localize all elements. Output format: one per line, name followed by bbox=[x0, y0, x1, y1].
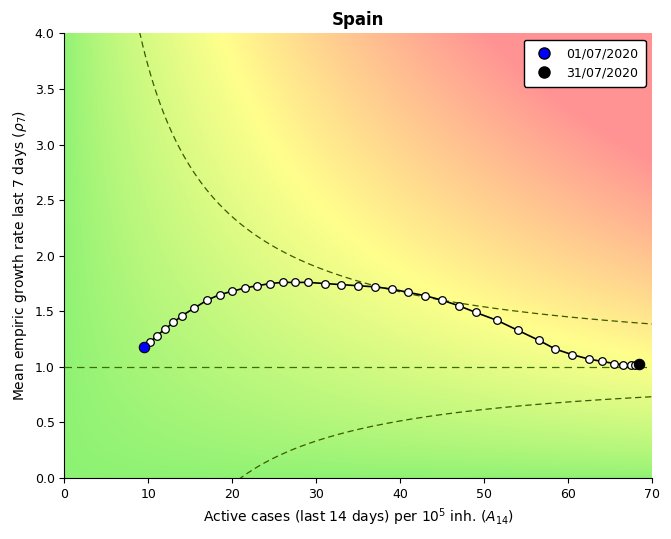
Legend: 01/07/2020, 31/07/2020: 01/07/2020, 31/07/2020 bbox=[523, 40, 646, 87]
Title: Spain: Spain bbox=[332, 11, 384, 29]
Y-axis label: Mean empiric growth rate last 7 days ($\rho_7$): Mean empiric growth rate last 7 days ($\… bbox=[11, 110, 29, 401]
X-axis label: Active cases (last 14 days) per $10^5$ inh. ($A_{14}$): Active cases (last 14 days) per $10^5$ i… bbox=[203, 506, 513, 528]
